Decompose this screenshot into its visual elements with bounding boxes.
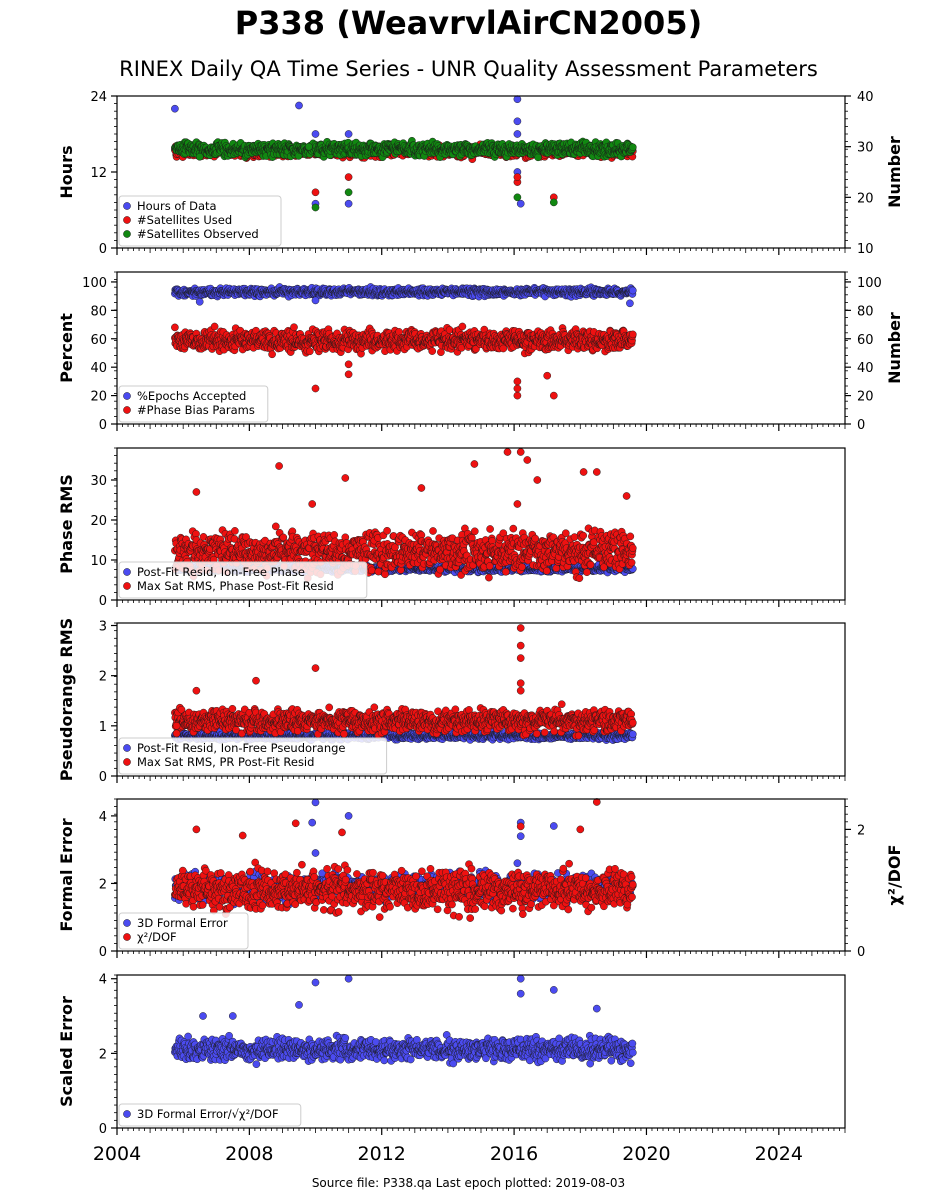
y2-tick-label: 20 bbox=[857, 191, 874, 206]
y-tick-label: 12 bbox=[90, 166, 107, 181]
outlier-point bbox=[513, 384, 522, 393]
page-subtitle: RINEX Daily QA Time Series - UNR Quality… bbox=[119, 57, 818, 81]
data-point bbox=[534, 153, 542, 162]
outlier-point bbox=[513, 391, 522, 400]
page-title: P338 (WeavrvlAirCN2005) bbox=[234, 4, 703, 42]
y-axis-label: Percent bbox=[57, 313, 76, 383]
data-point bbox=[210, 322, 219, 331]
data-point bbox=[458, 322, 467, 331]
outlier-point bbox=[516, 199, 525, 208]
data-point bbox=[628, 330, 637, 339]
data-point bbox=[268, 350, 276, 359]
outlier-point bbox=[344, 130, 353, 138]
y-tick-label: 100 bbox=[82, 276, 107, 291]
outlier-point bbox=[311, 188, 320, 197]
legend-label: #Phase Bias Params bbox=[137, 403, 255, 417]
legend-marker bbox=[123, 216, 131, 224]
data-point bbox=[290, 323, 298, 332]
outlier-point bbox=[295, 101, 303, 110]
legend-marker bbox=[123, 202, 131, 210]
legend: Hours of Data#Satellites Used#Satellites… bbox=[118, 195, 282, 247]
outlier-point bbox=[549, 198, 558, 207]
outlier-point bbox=[311, 203, 320, 212]
outlier-point bbox=[344, 360, 353, 369]
legend-label: %Epochs Accepted bbox=[137, 389, 246, 403]
y2-tick-label: 30 bbox=[857, 141, 874, 156]
legend-label: #Satellites Used bbox=[137, 213, 232, 227]
data-point bbox=[305, 347, 314, 356]
outlier-point bbox=[305, 142, 313, 151]
outlier-point bbox=[513, 95, 522, 104]
y2-tick-label: 0 bbox=[857, 418, 865, 433]
data-point bbox=[428, 347, 437, 355]
y-tick-label: 60 bbox=[90, 333, 107, 348]
y2-tick-label: 40 bbox=[857, 361, 874, 376]
scatter-points bbox=[171, 283, 637, 400]
outlier-point bbox=[195, 152, 204, 161]
y-axis-label: Hours bbox=[57, 145, 76, 198]
data-point bbox=[437, 348, 445, 357]
y2-axis-label: Number bbox=[885, 312, 904, 384]
panel-2: 0 20 40 60 80 100 Percent 0 20 40 60 80 100 Number %Ep… bbox=[57, 271, 904, 433]
y2-tick-label: 80 bbox=[857, 304, 874, 319]
data-point bbox=[628, 286, 637, 295]
legend-marker bbox=[123, 230, 131, 238]
outlier-point bbox=[195, 297, 204, 306]
y2-axis-label: Number bbox=[885, 136, 904, 208]
outlier-point bbox=[513, 377, 522, 386]
y-tick-label: 20 bbox=[90, 390, 107, 405]
outlier-point bbox=[311, 130, 320, 138]
outlier-point bbox=[626, 299, 634, 308]
y2-tick-label: 20 bbox=[857, 390, 874, 405]
y2-tick-label: 100 bbox=[857, 276, 882, 291]
outlier-point bbox=[344, 173, 353, 181]
outlier-point bbox=[549, 391, 558, 400]
y-tick-label: 80 bbox=[90, 304, 107, 319]
outlier-point bbox=[513, 117, 522, 126]
outlier-point bbox=[344, 370, 353, 379]
outlier-point bbox=[171, 323, 179, 332]
y2-tick-label: 10 bbox=[857, 242, 874, 257]
y2-tick-label: 60 bbox=[857, 333, 874, 348]
y-tick-label: 0 bbox=[99, 418, 107, 433]
legend-label: Hours of Data bbox=[137, 199, 217, 213]
outlier-point bbox=[344, 199, 353, 208]
scatter-points bbox=[171, 95, 637, 212]
series-%Epochs Accepted bbox=[171, 283, 637, 308]
legend-marker bbox=[123, 392, 131, 400]
legend-marker bbox=[123, 406, 131, 414]
y-tick-label: 24 bbox=[90, 90, 107, 105]
outlier-point bbox=[513, 130, 522, 138]
outlier-point bbox=[513, 193, 522, 202]
y-tick-label: 40 bbox=[90, 361, 107, 376]
y2-tick-label: 40 bbox=[857, 90, 874, 105]
data-point bbox=[628, 143, 637, 152]
outlier-point bbox=[513, 173, 522, 181]
outlier-point bbox=[543, 371, 552, 380]
data-point bbox=[499, 344, 508, 353]
outlier-point bbox=[344, 188, 353, 197]
y-tick-label: 0 bbox=[99, 242, 107, 257]
outlier-point bbox=[311, 384, 320, 393]
legend: %Epochs Accepted#Phase Bias Params bbox=[118, 385, 269, 423]
outlier-point bbox=[171, 104, 179, 113]
outlier-point bbox=[311, 296, 320, 305]
legend-label: #Satellites Observed bbox=[137, 227, 259, 241]
